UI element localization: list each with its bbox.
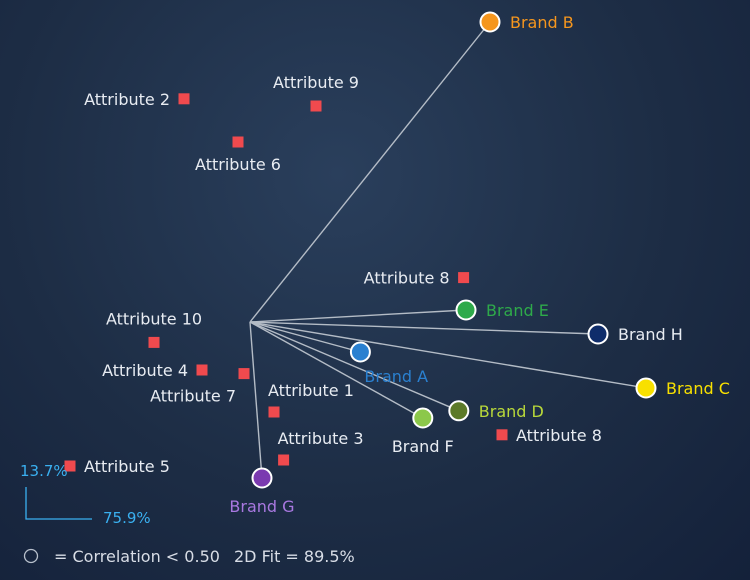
attribute-point-2 — [310, 100, 322, 112]
attribute-point-7 — [238, 368, 250, 380]
fit-note: 2D Fit = 89.5% — [234, 547, 355, 566]
brand-label-brand-a: Brand A — [364, 367, 428, 386]
hollow-circle-icon — [23, 548, 39, 564]
attribute-point-4 — [458, 272, 470, 284]
brand-label-brand-d: Brand D — [479, 402, 544, 421]
brand-label-brand-f: Brand F — [392, 437, 454, 456]
brand-point-brand-f — [412, 407, 434, 429]
brand-point-brand-e — [455, 299, 477, 321]
brand-point-brand-g — [251, 467, 273, 489]
vector-line-brand-c — [249, 321, 647, 389]
attribute-label-11: Attribute 5 — [84, 457, 170, 476]
vector-line-brand-e — [249, 309, 467, 323]
attribute-label-7: Attribute 7 — [150, 387, 236, 406]
attribute-point-8 — [268, 406, 280, 418]
y-variance-label: 13.7% — [20, 462, 68, 480]
attribute-label-1: Attribute 2 — [84, 90, 170, 109]
brand-label-brand-b: Brand B — [510, 13, 574, 32]
brand-label-brand-c: Brand C — [666, 379, 730, 398]
correlation-note: = Correlation < 0.50 — [54, 547, 220, 566]
attribute-point-1 — [178, 93, 190, 105]
attribute-point-9 — [278, 454, 290, 466]
brand-point-brand-a — [349, 341, 371, 363]
brand-label-brand-h: Brand H — [618, 325, 683, 344]
vector-line-brand-f — [249, 321, 424, 419]
attribute-label-10: Attribute 8 — [516, 426, 602, 445]
attribute-point-3 — [232, 136, 244, 148]
brand-point-brand-d — [448, 400, 470, 422]
brand-label-brand-g: Brand G — [229, 497, 294, 516]
vector-line-brand-d — [249, 321, 460, 412]
attribute-label-8: Attribute 1 — [268, 381, 354, 400]
vector-line-brand-h — [249, 321, 599, 335]
vector-line-brand-g — [249, 321, 263, 479]
attribute-point-5 — [148, 336, 160, 348]
attribute-points: Attribute 2 Attribute 9 Attribute 6 Attribu… — [64, 73, 602, 476]
brand-points: Brand B Brand E Brand H Brand A Brand C Brand… — [229, 11, 730, 516]
brand-point-brand-h — [587, 323, 609, 345]
attribute-label-9: Attribute 3 — [278, 429, 364, 448]
attribute-label-5: Attribute 10 — [106, 309, 202, 328]
attribute-label-2: Attribute 9 — [273, 73, 359, 92]
attribute-point-10 — [496, 429, 508, 441]
attribute-point-11 — [64, 460, 76, 472]
variance-axis-bracket — [25, 487, 92, 520]
vector-line-brand-a — [249, 321, 361, 353]
attribute-label-4: Attribute 8 — [364, 269, 450, 288]
vector-line-brand-b — [249, 21, 491, 323]
attribute-label-3: Attribute 6 — [195, 155, 281, 174]
brand-label-brand-e: Brand E — [486, 301, 549, 320]
brand-vector-lines — [249, 21, 647, 479]
attribute-label-6: Attribute 4 — [102, 361, 188, 380]
brand-point-brand-c — [635, 377, 657, 399]
attribute-point-6 — [196, 364, 208, 376]
x-variance-label: 75.9% — [103, 509, 151, 527]
brand-point-brand-b — [479, 11, 501, 33]
